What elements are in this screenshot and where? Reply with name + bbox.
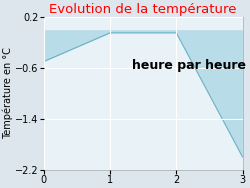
Title: Evolution de la température: Evolution de la température xyxy=(50,3,237,16)
Y-axis label: Température en °C: Température en °C xyxy=(3,47,13,139)
Text: heure par heure: heure par heure xyxy=(132,59,246,72)
